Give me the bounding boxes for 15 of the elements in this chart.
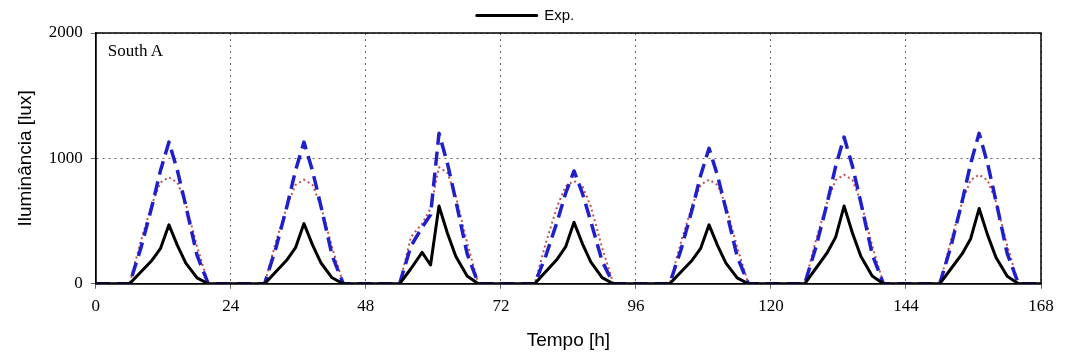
y-tick-label: 1000 [48,147,83,167]
x-tick-label: 0 [91,296,101,316]
x-tick-label: 144 [893,296,920,316]
x-axis-title: Tempo [h] [526,328,611,350]
legend-label: Exp. [544,5,575,23]
x-tick-label: 24 [222,296,240,316]
y-tick-label: 2000 [48,22,83,42]
x-tick-label: 96 [627,296,645,316]
x-tick-label: 120 [758,296,784,316]
y-axis-title: Iluminância [lux] [13,90,35,227]
x-tick-label: 72 [492,296,510,316]
annotation: South A [107,40,164,60]
y-tick-label: 0 [74,273,83,293]
x-tick-label: 48 [357,296,375,316]
x-tick-label: 168 [1028,296,1054,316]
